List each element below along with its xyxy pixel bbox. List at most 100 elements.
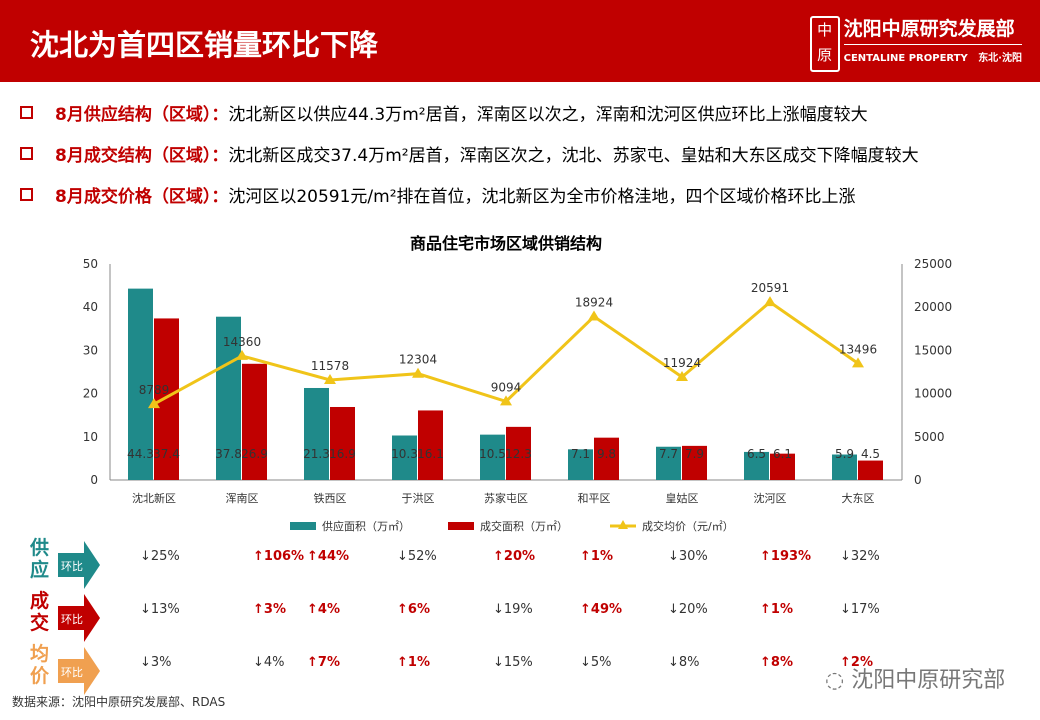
price-point — [148, 398, 160, 409]
mom-badge: 环比 — [61, 560, 83, 573]
mom-cell: ↓5% — [580, 655, 612, 670]
data-source: 数据来源：沈阳中原研究发展部、RDAS — [12, 695, 226, 709]
y-tick-right: 0 — [914, 473, 922, 487]
mom-cell: ↓52% — [397, 549, 437, 564]
bar-sales — [770, 453, 795, 480]
legend-label: 成交面积（万㎡） — [480, 519, 568, 533]
bar-sales — [858, 460, 883, 480]
bar-supply — [304, 387, 329, 480]
mom-cell: ↓3% — [140, 655, 172, 670]
bar-sales — [242, 363, 267, 480]
mom-cell: ↑1% — [580, 549, 613, 564]
mom-cell: ↑106% — [253, 549, 305, 564]
price-point — [676, 370, 688, 381]
bullet-item: 8月成交价格（区域）： 沈河区以20591元/m²排在首位，沈北新区为全市价格洼地… — [20, 174, 919, 215]
logo: 中原 沈阳中原研究发展部 CENTALINE PROPERTY 东北·沈阳 — [809, 14, 1022, 72]
bar-data-label: 10.5 — [479, 447, 506, 461]
square-bullet-icon — [20, 147, 33, 160]
mom-cell: ↑20% — [493, 549, 536, 564]
x-tick-label: 沈河区 — [754, 491, 787, 505]
bar-data-label: 12.3 — [505, 447, 532, 461]
price-point — [324, 373, 336, 384]
x-tick-label: 沈北新区 — [132, 491, 176, 505]
y-tick-left: 50 — [83, 257, 98, 271]
bar-data-label: 9.8 — [597, 447, 616, 461]
chart-title: 商品住宅市场区域供销结构 — [410, 234, 602, 253]
mom-cell: ↑1% — [760, 602, 793, 617]
mom-cell: ↓30% — [668, 549, 708, 564]
mom-cell: ↑193% — [760, 549, 812, 564]
mom-cell: ↑6% — [397, 602, 430, 617]
bar-supply — [480, 434, 505, 480]
bar-supply — [568, 449, 593, 480]
mom-cell: ↓15% — [493, 655, 533, 670]
bar-data-label: 44.3 — [127, 447, 154, 461]
price-point — [236, 349, 248, 360]
bar-data-label: 7.9 — [685, 447, 704, 461]
y-tick-left: 10 — [83, 430, 98, 444]
mom-cell: ↓25% — [140, 549, 180, 564]
bar-data-label: 21.3 — [303, 447, 330, 461]
bar-sales — [330, 406, 355, 480]
mom-cell: ↑44% — [307, 549, 350, 564]
bar-supply — [216, 316, 241, 480]
legend-label: 成交均价（元/㎡） — [642, 519, 734, 533]
x-tick-label: 浑南区 — [226, 492, 259, 505]
logo-en: CENTALINE PROPERTY 东北·沈阳 — [843, 44, 1022, 64]
bullet-item: 8月供应结构（区域）： 沈北新区以供应44.3万m²居首，浑南区以次之，浑南和沈河… — [20, 92, 919, 133]
bar-sales — [506, 426, 531, 480]
bar-sales — [682, 445, 707, 480]
bar-data-label: 5.9 — [835, 447, 854, 461]
price-point — [588, 310, 600, 321]
price-data-label: 11924 — [663, 356, 701, 370]
bullet-list: 8月供应结构（区域）： 沈北新区以供应44.3万m²居首，浑南区以次之，浑南和沈河… — [20, 92, 919, 215]
price-data-label: 12304 — [399, 353, 437, 367]
bar-data-label: 7.1 — [571, 447, 590, 461]
bar-supply — [128, 288, 153, 480]
bullet-item: 8月成交结构（区域）： 沈北新区成交37.4万m²居首，浑南区次之，沈北、苏家屯、… — [20, 133, 919, 174]
y-tick-right: 10000 — [914, 387, 952, 401]
arrow-right-icon: 环比 — [58, 594, 100, 642]
bar-supply — [744, 451, 769, 480]
bar-data-label: 37.8 — [215, 447, 242, 461]
mom-cell: ↓13% — [140, 602, 180, 617]
bar-data-label: 16.9 — [329, 447, 356, 461]
mom-cell: ↓17% — [840, 602, 880, 617]
mom-cell: ↑49% — [580, 602, 623, 617]
y-tick-left: 20 — [83, 387, 98, 401]
logo-cn: 沈阳中原研究发展部 — [843, 18, 1015, 40]
mom-cell: ↑2% — [840, 655, 873, 670]
mom-row-label: 成交 — [30, 590, 50, 634]
mom-cell: ↓19% — [493, 602, 533, 617]
mom-cell: ↑1% — [397, 655, 430, 670]
y-tick-right: 15000 — [914, 343, 952, 357]
bar-data-label: 6.5 — [747, 447, 766, 461]
bar-sales — [154, 318, 179, 480]
bar-data-label: 37.4 — [153, 447, 180, 461]
bar-data-label: 16.1 — [417, 447, 444, 461]
y-tick-right: 20000 — [914, 300, 952, 314]
bullet-label: 8月供应结构（区域）： — [55, 105, 229, 125]
price-point — [500, 395, 512, 406]
header-bar: 沈北为首四区销量环比下降 中原 沈阳中原研究发展部 CENTALINE PROP… — [0, 0, 1040, 82]
bullet-text: 沈北新区成交37.4万m²居首，浑南区次之，沈北、苏家屯、皇姑和大东区成交下降幅… — [228, 146, 919, 166]
mom-cell: ↓4% — [253, 655, 285, 670]
y-tick-left: 40 — [83, 300, 98, 314]
arrow-right-icon: 环比 — [58, 541, 100, 589]
price-data-label: 14360 — [223, 335, 261, 349]
bar-data-label: 7.7 — [659, 447, 678, 461]
bar-data-label: 26.9 — [241, 447, 268, 461]
square-bullet-icon — [20, 106, 33, 119]
price-data-label: 9094 — [491, 380, 522, 394]
mom-badge: 环比 — [61, 666, 83, 679]
bullet-text: 沈北新区以供应44.3万m²居首，浑南区以次之，浑南和沈河区供应环比上涨幅度较大 — [228, 105, 868, 125]
y-tick-left: 0 — [90, 473, 98, 487]
x-tick-label: 皇姑区 — [666, 491, 699, 505]
y-tick-left: 30 — [83, 343, 98, 357]
price-point — [412, 367, 424, 378]
mom-badge: 环比 — [61, 613, 83, 626]
square-bullet-icon — [20, 188, 33, 201]
x-tick-label: 大东区 — [842, 491, 875, 505]
legend-label: 供应面积（万㎡） — [322, 519, 410, 533]
price-point — [764, 296, 776, 307]
